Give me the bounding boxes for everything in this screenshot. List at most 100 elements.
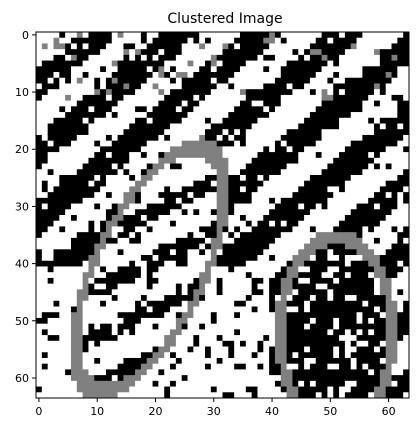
pixel-cell [76,380,83,387]
pixel-cell [263,232,270,239]
pixel-cell [286,54,293,61]
pixel-cell [280,163,287,170]
pixel-cell [88,157,95,164]
pixel-cell [304,146,311,153]
pixel-cell [170,100,177,107]
pixel-cell [216,49,223,56]
pixel-cell [94,192,101,199]
pixel-cell [164,369,171,376]
pixel-cell [362,203,369,210]
image-cells [36,32,410,399]
pixel-cell [129,123,136,130]
pixel-cell [53,157,60,164]
pixel-cell [350,157,357,164]
pixel-cell [327,226,334,233]
pixel-cell [146,209,153,216]
pixel-cell [245,226,252,233]
pixel-cell [280,169,287,176]
pixel-cell [379,226,387,233]
pixel-cell [105,312,113,319]
pixel-cell [391,66,398,73]
pixel-cell [181,209,188,216]
pixel-cell [152,340,159,347]
pixel-cell [234,272,241,279]
pixel-cell [379,43,387,50]
pixel-cell [53,94,60,101]
pixel-cell [205,60,212,67]
pixel-cell [333,186,340,193]
pixel-cell [257,37,264,44]
pixel-cell [146,112,153,119]
pixel-cell [100,186,107,193]
pixel-cell [269,312,276,319]
pixel-cell [274,375,282,382]
pixel-cell [158,346,165,353]
pixel-cell [339,386,346,393]
pixel-cell [327,346,334,353]
pixel-cell [274,60,282,67]
pixel-cell [228,72,235,79]
pixel-cell [280,186,287,193]
pixel-cell [350,283,357,290]
pixel-cell [385,329,392,336]
pixel-cell [88,352,95,359]
pixel-cell [257,203,264,210]
pixel-cell [245,112,252,119]
pixel-cell [315,83,322,90]
pixel-cell [135,83,142,90]
pixel-cell [379,134,387,142]
pixel-cell [164,335,171,342]
pixel-cell [228,243,235,250]
pixel-cell [333,237,340,244]
pixel-cell [164,112,171,119]
pixel-cell [210,112,218,119]
pixel-cell [339,380,346,387]
pixel-cell [379,146,387,153]
pixel-cell [327,83,334,90]
pixel-cell [152,346,159,353]
pixel-cell [164,266,171,273]
pixel-cell [129,72,136,79]
pixel-cell [70,243,78,250]
pixel-cell [362,243,369,250]
pixel-cell [292,340,299,347]
pixel-cell [105,237,113,244]
pixel-cell [100,272,107,279]
pixel-cell [199,237,206,244]
pixel-cell [129,209,136,216]
pixel-cell [391,129,398,136]
pixel-cell [181,60,188,67]
pixel-cell [333,243,340,250]
pixel-cell [135,357,142,365]
pixel-cell [181,157,188,164]
pixel-cell [374,197,381,204]
pixel-cell [199,260,206,267]
pixel-cell [59,83,66,90]
pixel-cell [403,277,410,284]
pixel-cell [391,186,398,193]
pixel-cell [199,123,206,130]
pixel-cell [105,123,113,130]
pixel-cell [298,363,305,370]
pixel-cell [298,266,305,273]
pixel-cell [327,66,334,73]
pixel-cell [140,77,148,84]
pixel-cell [88,117,95,124]
pixel-cell [263,180,270,187]
pixel-cell [193,146,200,153]
pixel-cell [187,215,194,222]
pixel-cell [274,272,282,279]
pixel-cell [76,363,83,370]
pixel-cell [47,266,54,273]
pixel-cell [146,220,153,227]
pixel-cell [379,346,387,353]
pixel-cell [117,243,124,250]
pixel-cell [245,329,252,336]
pixel-cell [315,289,322,296]
pixel-cell [123,66,130,73]
pixel-cell [82,43,89,50]
pixel-cell [257,363,264,370]
pixel-cell [111,232,118,239]
pixel-cell [368,317,375,325]
pixel-cell [298,232,305,239]
